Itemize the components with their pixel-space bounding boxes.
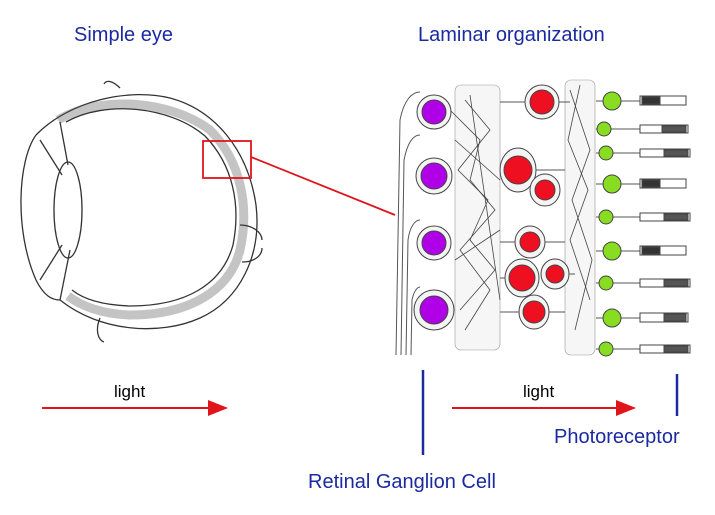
eye-illustration [20, 80, 263, 343]
retina-layers [395, 79, 691, 357]
zoom-box [202, 140, 252, 179]
title-laminar-organization: Laminar organization [418, 24, 605, 46]
title-simple-eye: Simple eye [74, 24, 173, 46]
light-label-left: light [114, 382, 146, 401]
light-label-right: light [523, 382, 555, 401]
photoreceptor-label: Photoreceptor [554, 426, 680, 448]
zoom-pointer-line [250, 156, 396, 216]
retinal-ganglion-cell-label: Retinal Ganglion Cell [308, 471, 496, 493]
